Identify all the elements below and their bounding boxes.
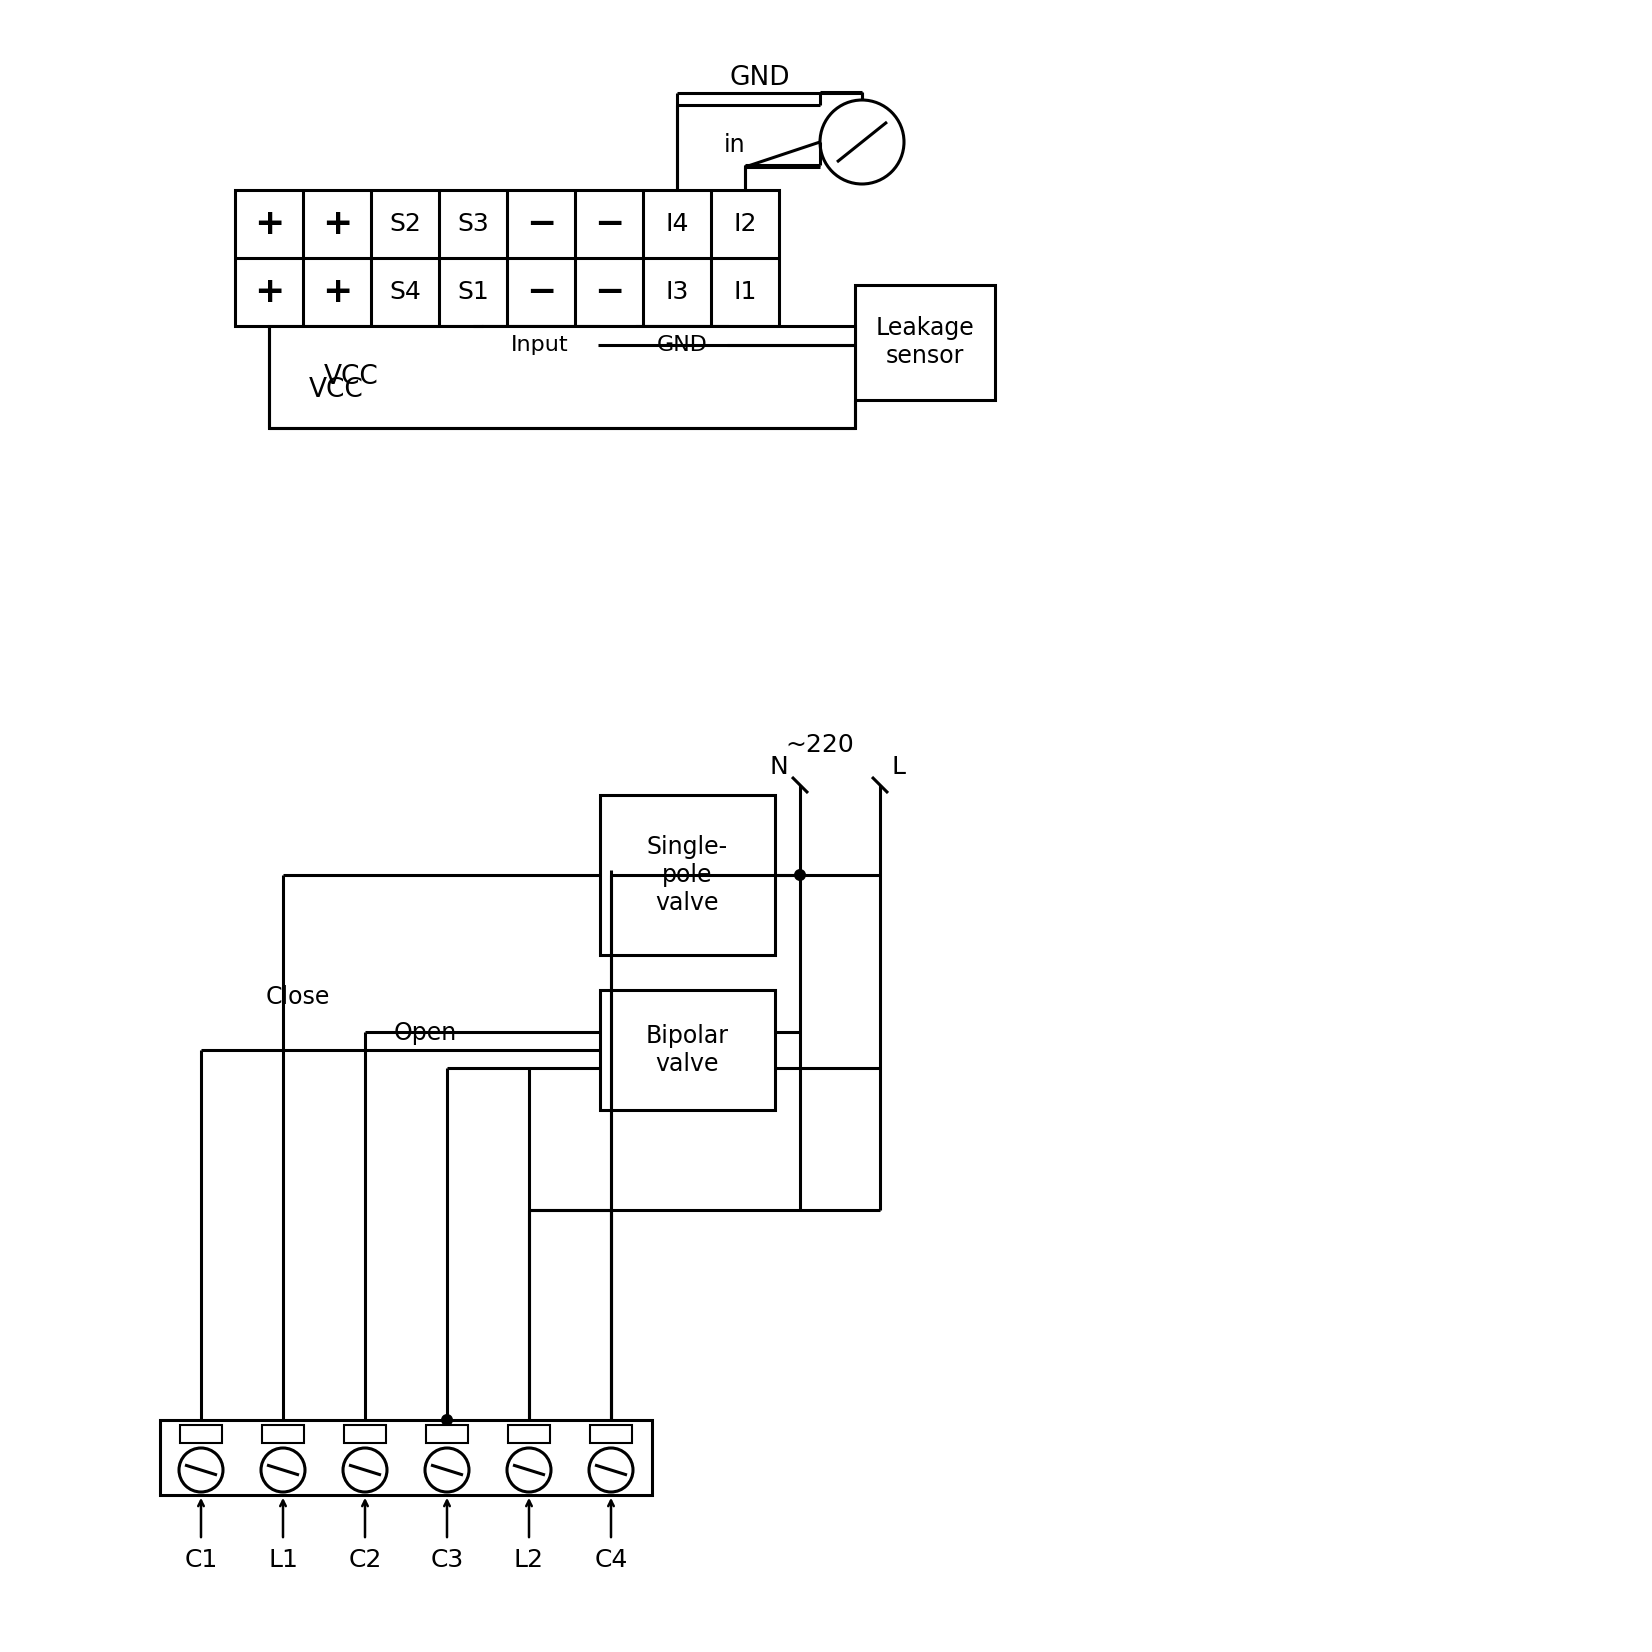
Text: L1: L1 [268,1548,297,1573]
Text: Bipolar
valve: Bipolar valve [646,1024,729,1075]
Text: GND: GND [656,335,707,355]
Bar [600,795,775,955]
Text: N: N [770,755,788,780]
Text: −: − [593,206,624,241]
Bar [426,1426,468,1442]
Text: Leakage
sensor: Leakage sensor [876,316,975,368]
Bar [235,190,780,325]
Text: S2: S2 [390,211,421,236]
Text: I3: I3 [666,279,689,304]
Text: C3: C3 [431,1548,464,1573]
Text: +: + [322,206,352,241]
Text: +: + [254,274,284,309]
Circle shape [795,869,806,881]
Bar [180,1426,221,1442]
Text: S3: S3 [458,211,489,236]
Bar [638,325,727,363]
Text: in: in [724,134,745,157]
Bar [590,1426,633,1442]
Text: +: + [254,206,284,241]
Text: −: − [593,274,624,309]
Text: S1: S1 [458,279,489,304]
Bar [600,990,775,1110]
Text: GND: GND [730,64,790,91]
Text: −: − [525,274,557,309]
Circle shape [441,1414,453,1426]
Text: I4: I4 [666,211,689,236]
Bar [856,286,995,400]
Text: L: L [892,755,905,780]
Bar [269,325,856,428]
Text: C1: C1 [185,1548,218,1573]
Text: Close: Close [266,985,330,1009]
Text: I1: I1 [733,279,757,304]
Text: VCC: VCC [309,377,363,403]
Bar [509,1426,550,1442]
Bar [160,1421,653,1495]
Text: +: + [322,274,352,309]
Bar [344,1426,387,1442]
Text: I2: I2 [733,211,757,236]
Text: −: − [525,206,557,241]
Text: C2: C2 [349,1548,382,1573]
Text: L2: L2 [514,1548,544,1573]
Text: C4: C4 [595,1548,628,1573]
Text: ~220: ~220 [786,733,854,757]
Text: VCC: VCC [324,363,378,390]
Text: Input: Input [510,335,568,355]
Text: S4: S4 [390,279,421,304]
Bar [482,325,598,363]
Text: Single-
pole
valve: Single- pole valve [646,836,727,915]
Bar [263,1426,304,1442]
Text: Open: Open [393,1021,458,1046]
